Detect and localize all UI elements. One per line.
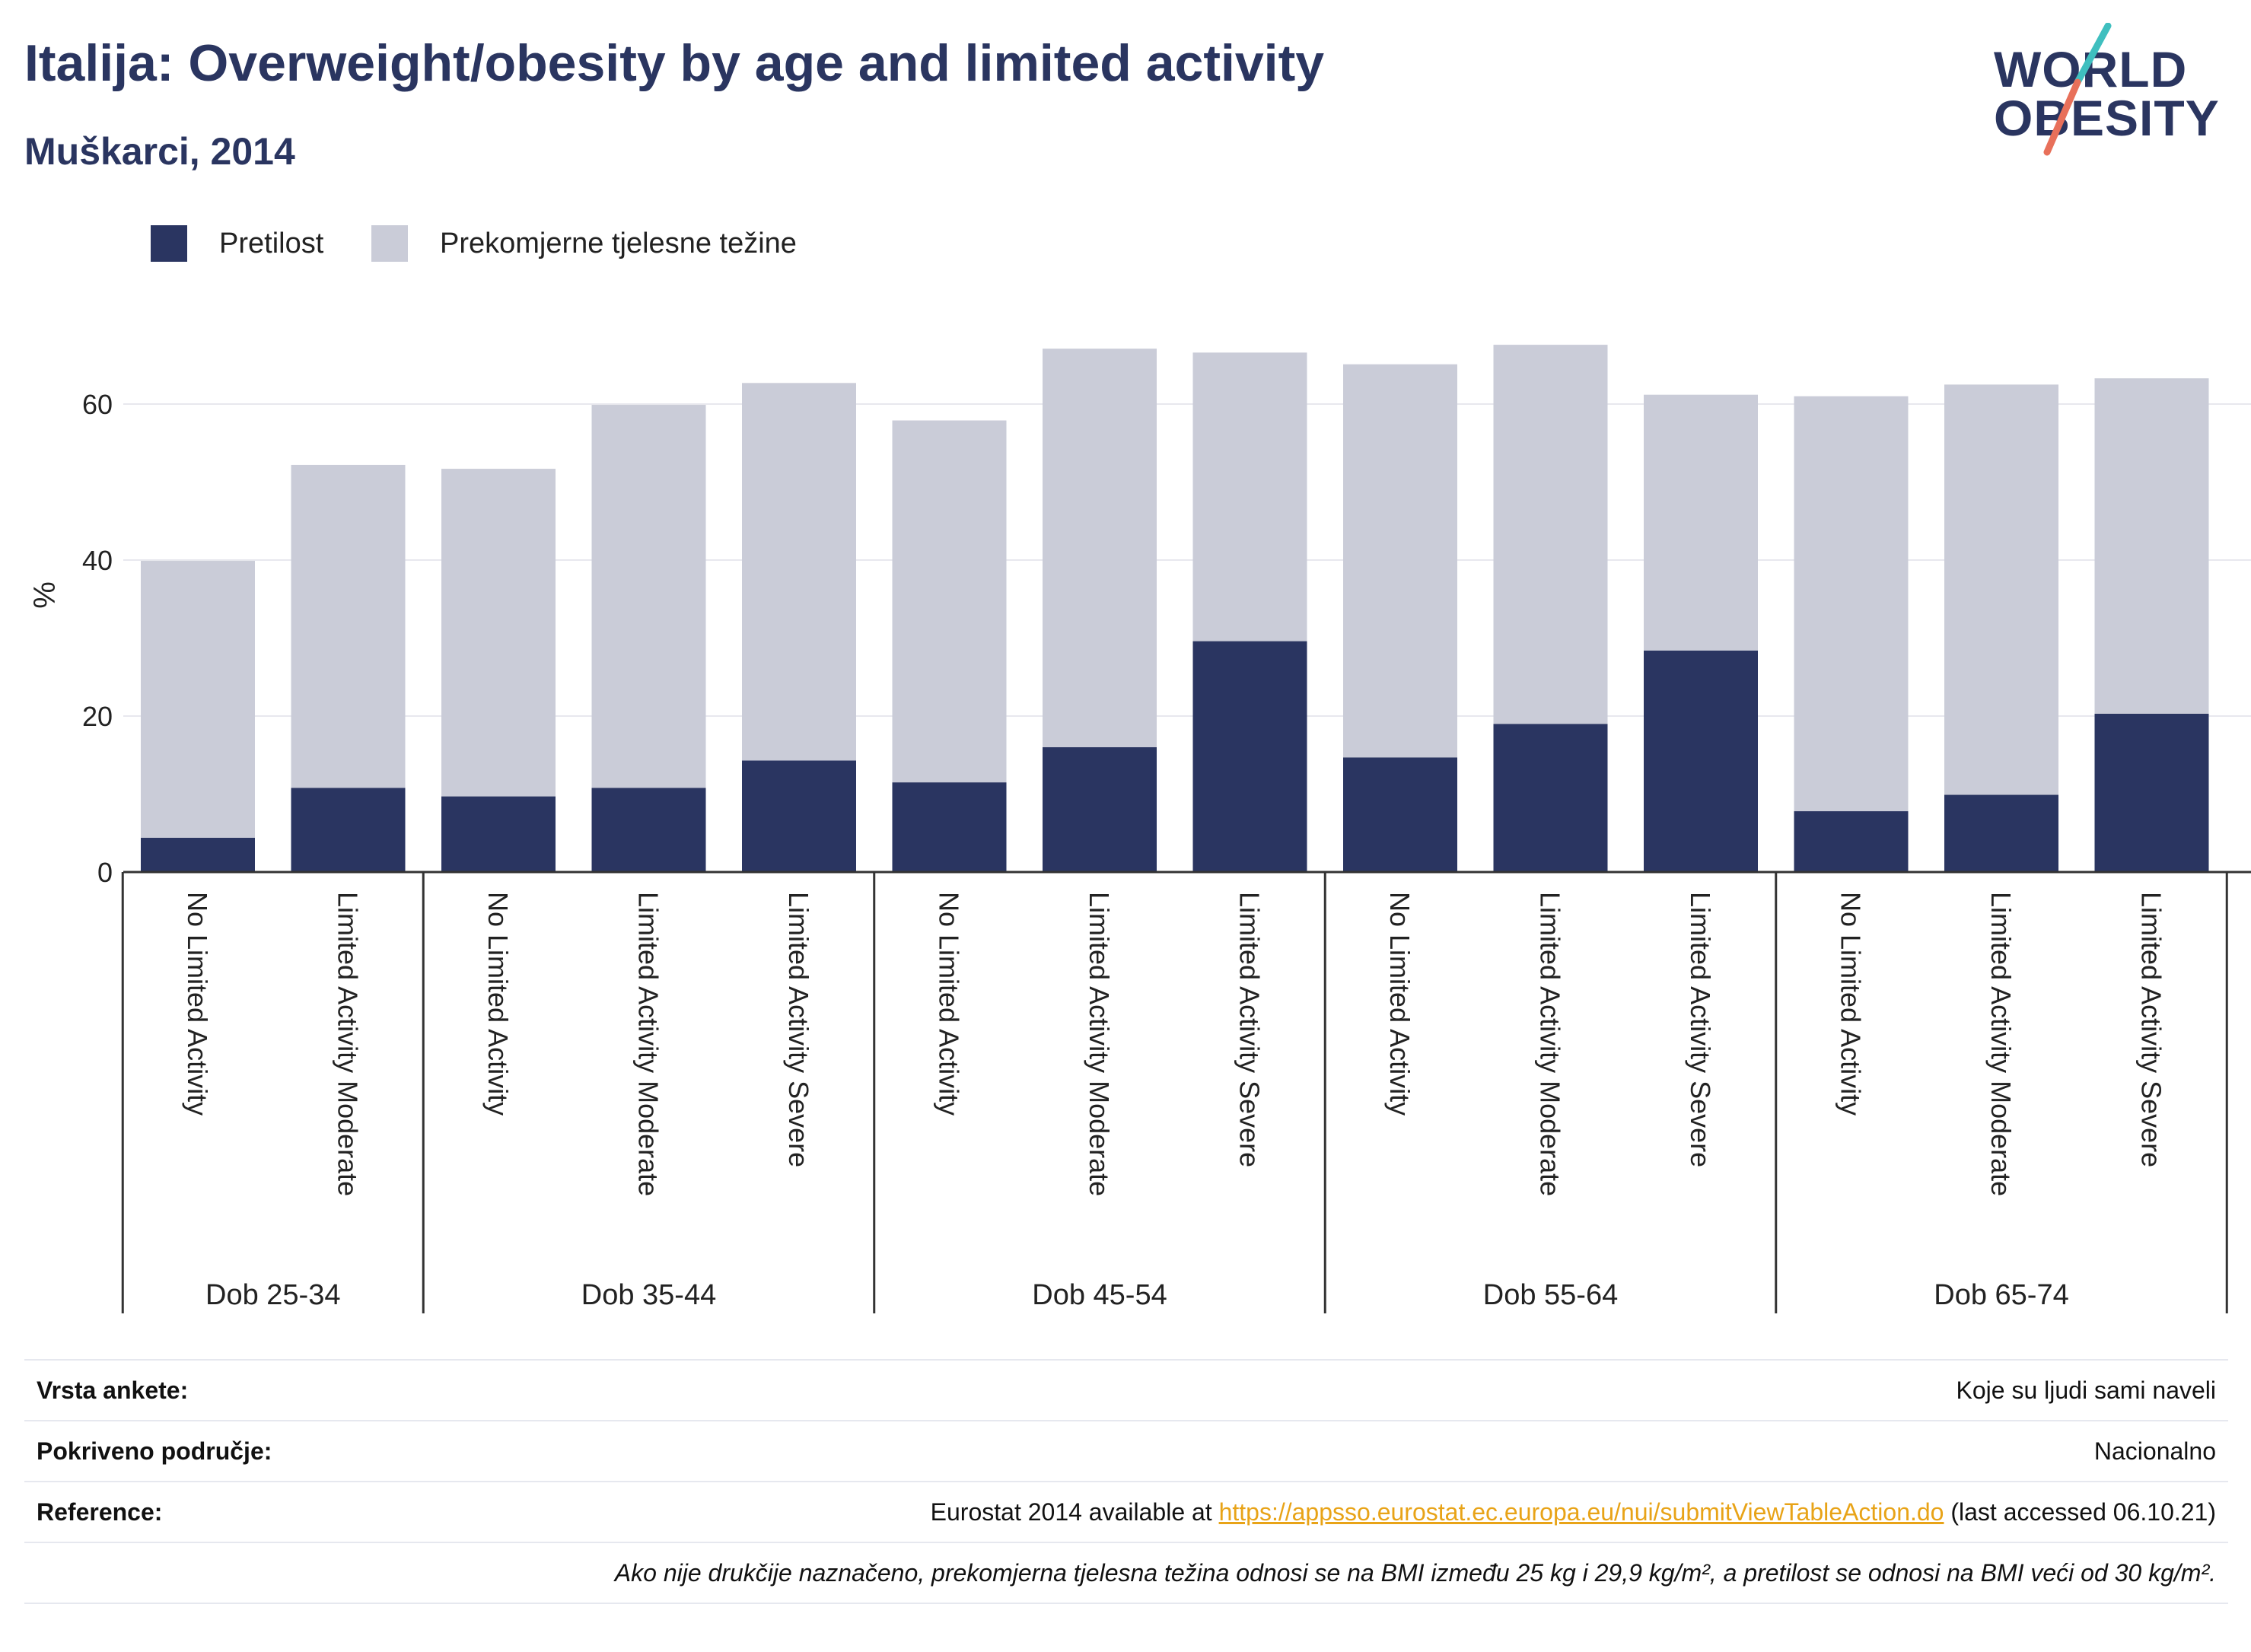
x-group-label: Dob 25-34	[205, 1279, 340, 1311]
bar-overweight	[291, 464, 406, 788]
legend-swatch-obesity	[151, 225, 187, 262]
info-row-survey-type: Vrsta ankete: Koje su ljudi sami naveli	[24, 1361, 2228, 1421]
y-tick-label: 60	[82, 389, 113, 420]
x-category-label: Limited Activity Severe	[1685, 892, 1716, 1167]
info-value-survey-type: Koje su ljudi sami naveli	[1956, 1376, 2217, 1404]
y-tick-label: 40	[82, 545, 113, 576]
page-subtitle: Muškarci, 2014	[24, 130, 295, 173]
x-group-label: Dob 35-44	[581, 1279, 716, 1311]
bar-overweight	[892, 420, 1007, 783]
x-group-label: Dob 65-74	[1934, 1279, 2068, 1311]
x-category-label: No Limited Activity	[1836, 892, 1867, 1116]
legend-swatch-overweight	[371, 225, 408, 262]
bar-overweight	[1644, 394, 1758, 651]
info-key-coverage: Pokriveno područje:	[37, 1437, 272, 1465]
x-category-label: No Limited Activity	[482, 892, 514, 1116]
x-category-label: Limited Activity Moderate	[333, 892, 364, 1196]
x-category-label: Limited Activity Severe	[2136, 892, 2167, 1167]
bar-obesity	[1794, 811, 1909, 872]
legend-item-obesity: Pretilost	[151, 225, 323, 262]
bar-obesity	[2094, 713, 2209, 872]
info-value-coverage: Nacionalno	[2093, 1437, 2216, 1465]
stacked-bar-chart: 0 20 40 60% No Limited Activity Limited Activ…	[28, 345, 2251, 1313]
bar-obesity	[1644, 650, 1758, 872]
bar-obesity	[742, 760, 856, 872]
y-tick-label: 0	[97, 857, 113, 888]
bar-overweight	[2094, 378, 2209, 714]
info-value-reference: Eurostat 2014 available at https://appss…	[931, 1498, 2216, 1526]
x-group-label: Dob 45-54	[1032, 1279, 1167, 1311]
info-row-reference: Reference: Eurostat 2014 available at ht…	[24, 1482, 2228, 1543]
info-key-survey-type: Vrsta ankete:	[37, 1376, 189, 1404]
info-row-coverage: Pokriveno područje: Nacionalno	[24, 1421, 2228, 1482]
logo-slash-icon	[2043, 23, 2112, 156]
bmi-note: Ako nije drukčije naznačeno, prekomjerna…	[24, 1543, 2228, 1604]
x-category-label: Limited Activity Moderate	[633, 892, 664, 1196]
info-key-reference: Reference:	[37, 1498, 163, 1526]
bar-obesity	[1343, 757, 1457, 872]
y-axis-title: %	[28, 581, 62, 609]
page-title: Italija: Overweight/obesity by age and l…	[24, 34, 1325, 92]
x-category-label: Limited Activity Moderate	[1985, 892, 2017, 1196]
legend-label-overweight: Prekomjerne tjelesne težine	[440, 227, 797, 259]
bar-overweight	[1493, 345, 1608, 724]
bar-overweight	[1343, 364, 1457, 758]
bar-obesity	[591, 788, 706, 872]
reference-link[interactable]: https://appsso.eurostat.ec.europa.eu/nui…	[1218, 1498, 1944, 1526]
bar-obesity	[1043, 747, 1157, 872]
x-category-label: Limited Activity Moderate	[1084, 892, 1115, 1196]
x-category-label: Limited Activity Severe	[1234, 892, 1266, 1167]
bar-obesity	[1192, 641, 1307, 872]
x-category-label: Limited Activity Severe	[783, 892, 814, 1167]
bar-overweight	[1043, 349, 1157, 748]
x-category-label: No Limited Activity	[934, 892, 965, 1116]
bar-overweight	[141, 561, 255, 838]
x-category-label: No Limited Activity	[1384, 892, 1415, 1116]
reference-suffix: (last accessed 06.10.21)	[1944, 1498, 2216, 1526]
bar-obesity	[291, 788, 406, 872]
bar-obesity	[141, 837, 255, 872]
bar-obesity	[1493, 724, 1608, 872]
x-category-label: No Limited Activity	[182, 892, 213, 1116]
bar-overweight	[1944, 384, 2058, 795]
y-tick-label: 20	[82, 701, 113, 732]
bar-overweight	[742, 383, 856, 761]
info-table: Vrsta ankete: Koje su ljudi sami naveli …	[24, 1359, 2228, 1604]
legend-item-overweight: Prekomjerne tjelesne težine	[371, 225, 797, 262]
bar-obesity	[441, 796, 556, 872]
world-obesity-logo: WORLD OBESITY	[1986, 23, 2237, 160]
bar-overweight	[1192, 352, 1307, 641]
bar-overweight	[591, 405, 706, 788]
reference-prefix: Eurostat 2014 available at	[930, 1498, 1219, 1526]
bar-obesity	[892, 782, 1007, 872]
legend-label-obesity: Pretilost	[219, 227, 324, 259]
logo-line-2: OBESITY	[1994, 90, 2220, 146]
x-group-label: Dob 55-64	[1483, 1279, 1618, 1311]
x-category-label: Limited Activity Moderate	[1535, 892, 1566, 1196]
bar-overweight	[441, 469, 556, 797]
bar-obesity	[1944, 794, 2058, 872]
bar-overweight	[1794, 396, 1909, 812]
